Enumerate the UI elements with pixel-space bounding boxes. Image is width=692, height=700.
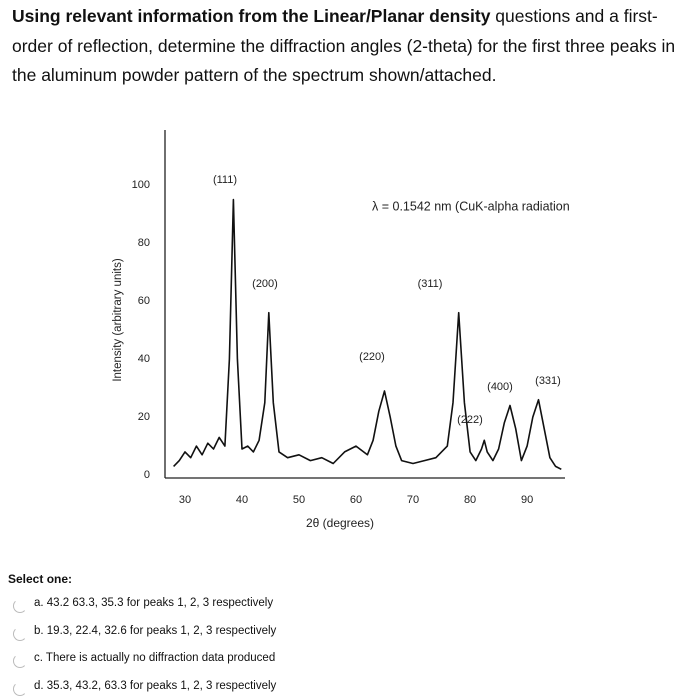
select-prompt: Select one: <box>8 572 73 586</box>
question-text: questions and a first-order of reflectio… <box>12 6 676 85</box>
x-tick-label: 50 <box>293 494 305 506</box>
y-axis-label: Intensity (arbitrary units) <box>112 258 124 382</box>
x-tick-label: 70 <box>407 494 419 506</box>
peak-label: (331) <box>535 375 561 387</box>
option[interactable]: c. There is actually no diffraction data… <box>34 652 276 664</box>
intensity-line <box>173 198 562 471</box>
option[interactable]: a. 43.2 63.3, 35.3 for peaks 1, 2, 3 res… <box>34 597 274 609</box>
radio[interactable] <box>13 599 27 613</box>
chart: 2θ (degrees) Intensity (arbitrary units)… <box>112 130 570 530</box>
peak-label: (220) <box>359 351 385 363</box>
x-tick-label: 60 <box>350 494 362 506</box>
x-axis-label: 2θ (degrees) <box>306 516 374 530</box>
y-tick-label: 20 <box>138 411 150 423</box>
y-tick-label: 60 <box>138 295 150 307</box>
question-bold: Using relevant information from the Line… <box>12 6 491 26</box>
y-tick-label: 100 <box>132 179 150 191</box>
peak-label: (111) <box>213 174 237 186</box>
x-tick-label: 80 <box>464 494 476 506</box>
y-tick-label: 40 <box>138 353 150 365</box>
x-tick-label: 90 <box>521 494 533 506</box>
x-tick-label: 30 <box>179 494 191 506</box>
radio[interactable] <box>13 681 27 696</box>
option[interactable]: b. 19.3, 22.4, 32.6 for peaks 1, 2, 3 re… <box>34 624 277 637</box>
annotation: λ = 0.1542 nm (CuK-alpha radiation <box>372 199 570 213</box>
radio[interactable] <box>13 626 27 641</box>
option[interactable]: d. 35.3, 43.2, 63.3 for peaks 1, 2, 3 re… <box>34 679 277 692</box>
y-tick-label: 0 <box>144 469 150 481</box>
radio[interactable] <box>13 654 27 668</box>
question: Using relevant information from the Line… <box>12 2 688 91</box>
peak-label: (400) <box>487 381 513 393</box>
y-tick-label: 80 <box>138 237 150 249</box>
peak-label: (222) <box>457 414 483 426</box>
x-tick-label: 40 <box>236 494 248 506</box>
peak-label: (311) <box>418 278 443 290</box>
peak-label: (200) <box>252 278 278 290</box>
